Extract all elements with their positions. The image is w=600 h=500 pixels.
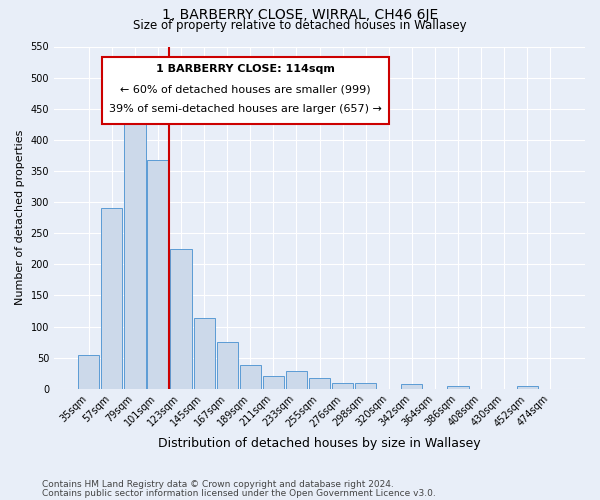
Bar — [517, 386, 538, 389]
Text: Size of property relative to detached houses in Wallasey: Size of property relative to detached ho… — [133, 18, 467, 32]
Bar — [448, 386, 469, 389]
Bar — [170, 249, 191, 389]
Bar — [217, 342, 238, 389]
Text: 1, BARBERRY CLOSE, WIRRAL, CH46 6JE: 1, BARBERRY CLOSE, WIRRAL, CH46 6JE — [162, 8, 438, 22]
X-axis label: Distribution of detached houses by size in Wallasey: Distribution of detached houses by size … — [158, 437, 481, 450]
Bar — [239, 365, 261, 389]
Bar — [263, 376, 284, 389]
Bar — [78, 354, 100, 389]
Bar — [124, 121, 146, 389]
Bar — [401, 384, 422, 389]
Text: 1 BARBERRY CLOSE: 114sqm: 1 BARBERRY CLOSE: 114sqm — [156, 64, 335, 74]
Y-axis label: Number of detached properties: Number of detached properties — [15, 130, 25, 306]
Text: ← 60% of detached houses are smaller (999): ← 60% of detached houses are smaller (99… — [120, 84, 370, 94]
Bar — [309, 378, 330, 389]
Text: Contains HM Land Registry data © Crown copyright and database right 2024.: Contains HM Land Registry data © Crown c… — [42, 480, 394, 489]
Text: 39% of semi-detached houses are larger (657) →: 39% of semi-detached houses are larger (… — [109, 104, 382, 114]
FancyBboxPatch shape — [102, 57, 389, 124]
Bar — [101, 208, 122, 389]
Bar — [286, 371, 307, 389]
Bar — [355, 382, 376, 389]
Text: Contains public sector information licensed under the Open Government Licence v3: Contains public sector information licen… — [42, 488, 436, 498]
Bar — [332, 382, 353, 389]
Bar — [148, 160, 169, 389]
Bar — [194, 318, 215, 389]
